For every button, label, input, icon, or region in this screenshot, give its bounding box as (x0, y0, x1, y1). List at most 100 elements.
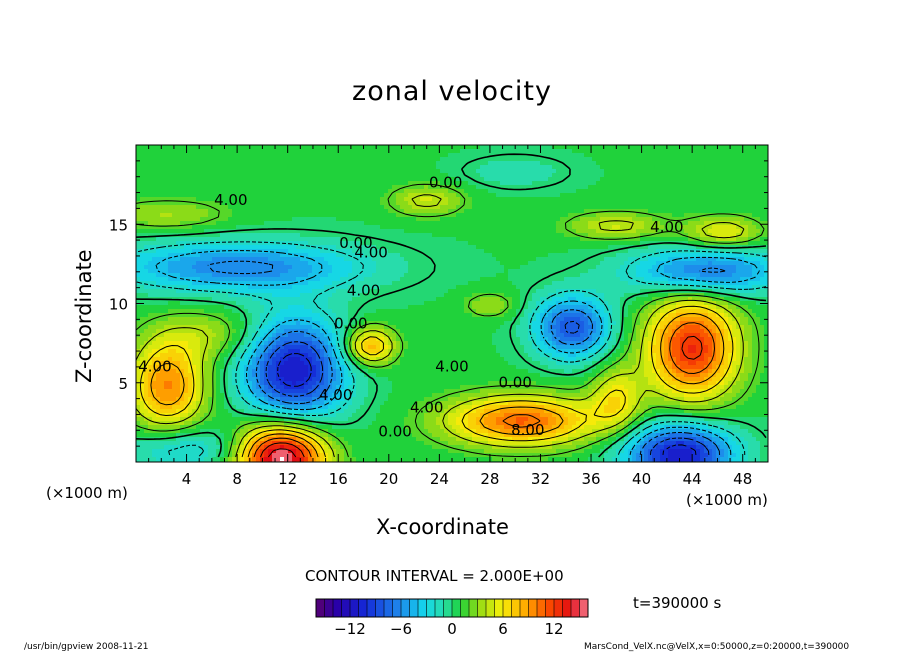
heatmap-cell (416, 253, 421, 258)
heatmap-cell (252, 233, 257, 238)
heatmap-cell (764, 177, 768, 182)
heatmap-cell (300, 257, 305, 262)
heatmap-cell (312, 217, 317, 222)
heatmap-cell (540, 153, 545, 158)
heatmap-cell (340, 173, 345, 178)
heatmap-cell (720, 249, 725, 254)
heatmap-cell (376, 201, 381, 206)
heatmap-cell (624, 221, 629, 226)
heatmap-cell (400, 177, 405, 182)
heatmap-cell (276, 221, 281, 226)
heatmap-cell (220, 197, 225, 202)
heatmap-cell (388, 269, 393, 274)
heatmap-cell (396, 173, 401, 178)
heatmap-cell (184, 269, 189, 274)
heatmap-cell (720, 145, 725, 150)
heatmap-cell (168, 149, 173, 154)
heatmap-cell (440, 169, 445, 174)
heatmap-cell (456, 269, 461, 274)
heatmap-cell (516, 205, 521, 210)
heatmap-cell (352, 225, 357, 230)
heatmap-cell (280, 181, 285, 186)
heatmap-cell (212, 245, 217, 250)
heatmap-cell (516, 269, 521, 274)
heatmap-cell (212, 261, 217, 266)
heatmap-cell (256, 213, 261, 218)
heatmap-cell (540, 245, 545, 250)
heatmap-cell (384, 265, 389, 270)
heatmap-cell (660, 265, 665, 270)
heatmap-cell (348, 217, 353, 222)
heatmap-cell (156, 217, 161, 222)
heatmap-cell (228, 201, 233, 206)
heatmap-cell (324, 225, 329, 230)
heatmap-cell (368, 209, 373, 214)
heatmap-cell (220, 149, 225, 154)
heatmap-cell (288, 269, 293, 274)
heatmap-cell (556, 209, 561, 214)
heatmap-cell (200, 185, 205, 190)
heatmap-cell (604, 161, 609, 166)
heatmap-cell (156, 221, 161, 226)
heatmap-cell (196, 161, 201, 166)
heatmap-cell (472, 157, 477, 162)
heatmap-cell (440, 193, 445, 198)
heatmap-cell (496, 193, 501, 198)
heatmap-cell (216, 185, 221, 190)
heatmap-cell (512, 181, 517, 186)
heatmap-cell (456, 245, 461, 250)
heatmap-cell (404, 201, 409, 206)
heatmap-cell (704, 253, 709, 258)
heatmap-cell (184, 221, 189, 226)
heatmap-cell (540, 181, 545, 186)
heatmap-cell (268, 185, 273, 190)
heatmap-cell (276, 253, 281, 258)
heatmap-cell (456, 177, 461, 182)
heatmap-cell (412, 209, 417, 214)
heatmap-cell (660, 189, 665, 194)
heatmap-cell (688, 197, 693, 202)
heatmap-cell (616, 145, 621, 150)
heatmap-cell (628, 181, 633, 186)
heatmap-cell (248, 185, 253, 190)
heatmap-cell (548, 229, 553, 234)
heatmap-cell (664, 177, 669, 182)
heatmap-cell (184, 257, 189, 262)
heatmap-cell (568, 197, 573, 202)
heatmap-cell (660, 185, 665, 190)
heatmap-cell (368, 221, 373, 226)
heatmap-cell (204, 213, 209, 218)
heatmap-cell (672, 217, 677, 222)
heatmap-cell (420, 265, 425, 270)
heatmap-cell (164, 249, 169, 254)
heatmap-cell (400, 205, 405, 210)
heatmap-cell (572, 145, 577, 150)
heatmap-cell (656, 213, 661, 218)
heatmap-cell (252, 153, 257, 158)
heatmap-cell (572, 173, 577, 178)
heatmap-cell (572, 257, 577, 262)
heatmap-cell (696, 145, 701, 150)
heatmap-cell (156, 157, 161, 162)
heatmap-cell (596, 149, 601, 154)
heatmap-cell (760, 197, 765, 202)
heatmap-cell (268, 237, 273, 242)
heatmap-cell (492, 269, 497, 274)
heatmap-cell (200, 169, 205, 174)
heatmap-cell (552, 181, 557, 186)
heatmap-cell (152, 241, 157, 246)
heatmap-cell (324, 161, 329, 166)
heatmap-cell (320, 249, 325, 254)
heatmap-cell (672, 145, 677, 150)
heatmap-cell (408, 189, 413, 194)
heatmap-cell (160, 189, 165, 194)
heatmap-cell (216, 265, 221, 270)
heatmap-cell (284, 189, 289, 194)
heatmap-cell (164, 181, 169, 186)
heatmap-cell (156, 169, 161, 174)
heatmap-cell (680, 189, 685, 194)
heatmap-cell (616, 241, 621, 246)
heatmap-cell (456, 197, 461, 202)
heatmap-cell (732, 261, 737, 266)
heatmap-cell (276, 189, 281, 194)
